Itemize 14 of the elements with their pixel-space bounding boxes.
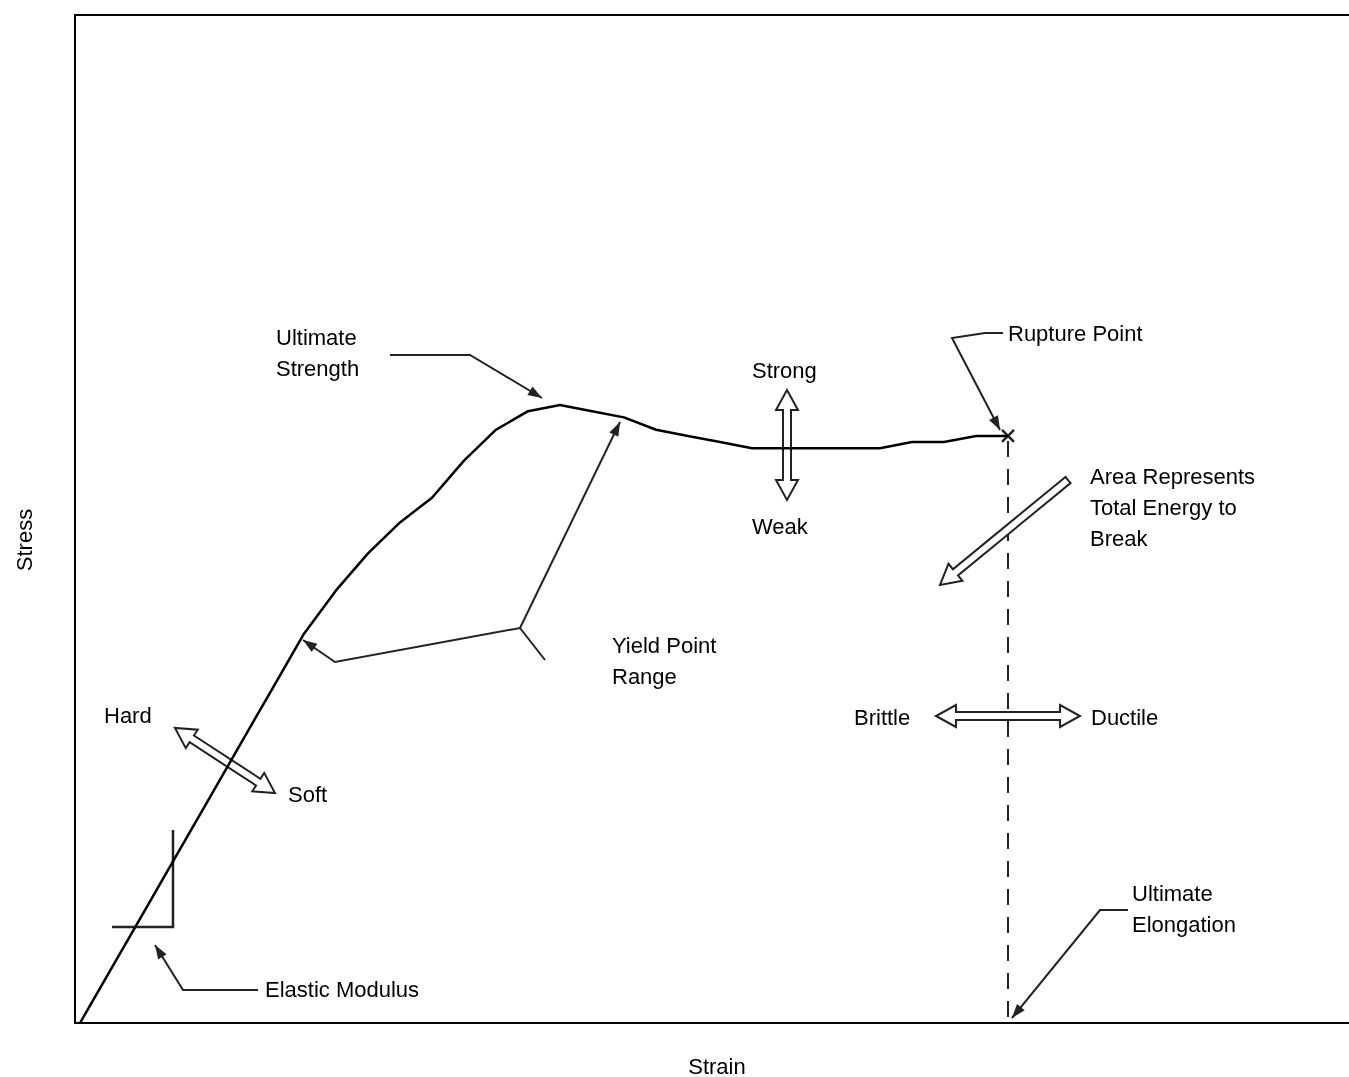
annotation: Weak bbox=[752, 514, 809, 539]
text: Area Represents Total Energy to Break bbox=[1090, 464, 1256, 551]
text: Ultimate Strength bbox=[276, 325, 360, 381]
annotation: Yield Point Range bbox=[612, 633, 717, 689]
x-axis-title: Strain bbox=[688, 1054, 746, 1077]
annotation: Soft bbox=[288, 782, 328, 807]
text: Ductile bbox=[1091, 705, 1159, 730]
text: Strong bbox=[752, 358, 817, 383]
annotation: Hard bbox=[104, 703, 152, 728]
y-axis-title: Stress bbox=[12, 508, 37, 572]
text: Rupture Point bbox=[1008, 321, 1143, 346]
annotation: Elastic Modulus bbox=[265, 977, 420, 1002]
text: Ultimate Elongation bbox=[1132, 881, 1236, 937]
annotation: Brittle bbox=[854, 705, 911, 730]
